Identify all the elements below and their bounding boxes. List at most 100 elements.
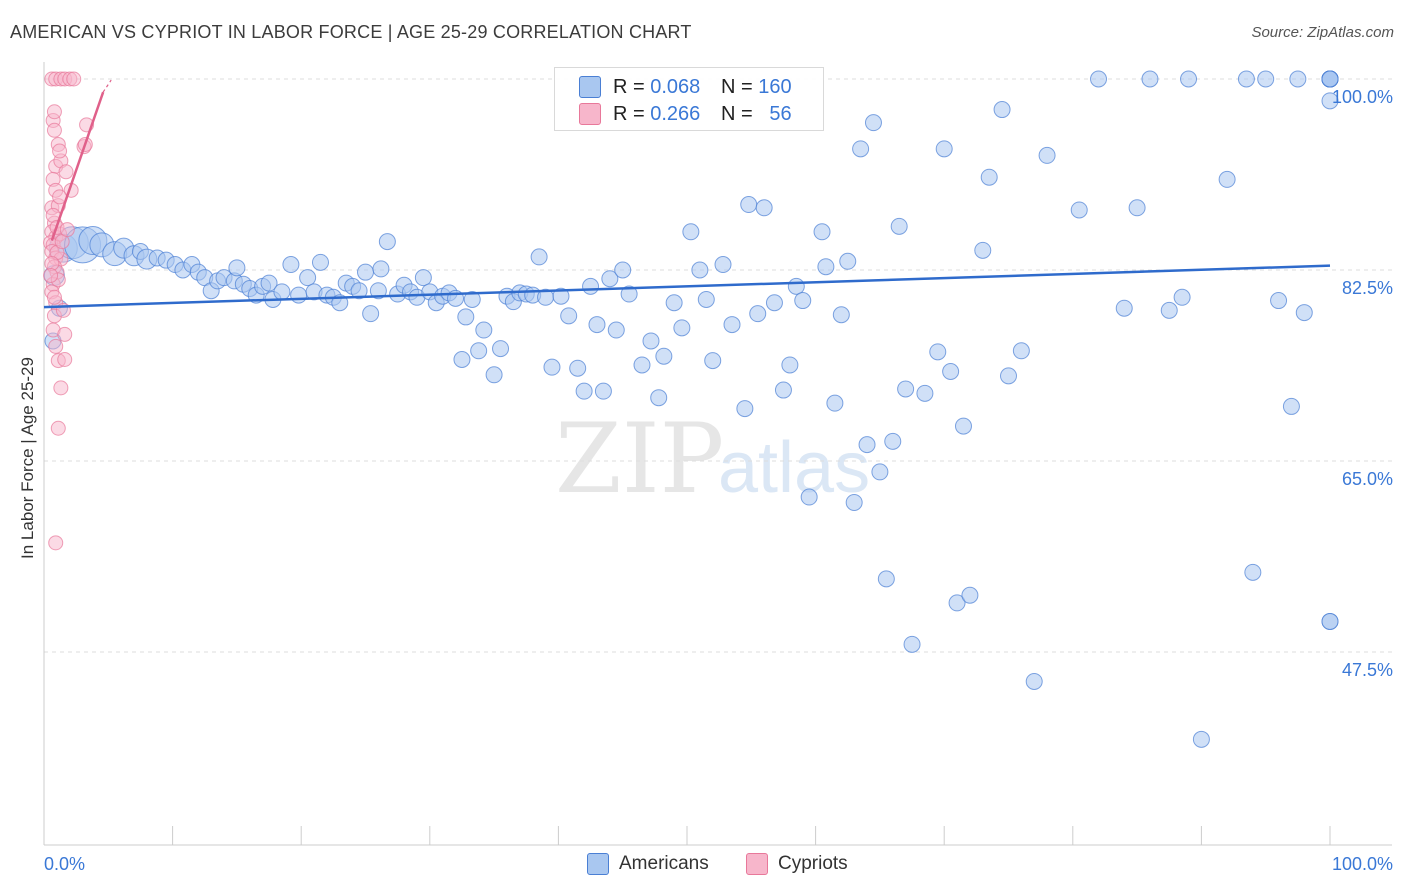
n-label: N = [721,75,753,98]
cypriots-n-value: 56 [769,102,792,125]
cypriot-point [48,535,64,551]
americans-swatch [587,853,609,875]
american-point [852,140,870,158]
chart-title: AMERICAN VS CYPRIOT IN LABOR FORCE | AGE… [10,22,692,42]
american-point [993,101,1011,119]
american-point [826,394,844,412]
american-point [311,253,329,271]
american-point [1115,299,1133,317]
american-point [954,417,972,435]
legend-cypriots-label: Cypriots [778,853,848,874]
american-point [1128,199,1146,217]
cypriot-point [59,222,75,238]
r-label: R = [613,75,645,98]
american-point [673,319,691,337]
american-point [864,114,882,132]
american-point [1038,146,1056,164]
american-point [290,286,308,304]
american-point [470,342,488,360]
axes [43,62,1392,846]
american-point [588,316,606,334]
x-tick-label-left: 0.0% [44,854,85,874]
cypriots-trend-extension [102,79,112,93]
american-point [1070,201,1088,219]
cypriot-point [48,338,64,354]
american-point [475,321,493,339]
american-point [817,258,835,276]
american-point [1173,288,1191,306]
y-tick-labels: 100.0% 82.5% 65.0% 47.5% [1332,87,1393,680]
american-point [877,570,895,588]
american-point [890,217,908,235]
american-point [1321,612,1339,630]
american-point [463,290,481,308]
american-point [980,168,998,186]
legend-row-americans: R = 0.068 N = 160 [579,75,792,99]
american-point [858,436,876,454]
n-label: N = [721,102,753,125]
americans-n-value: 160 [758,75,792,98]
american-point [530,248,548,266]
r-label: R = [613,102,645,125]
cypriot-point [57,326,73,342]
cypriots-swatch [579,103,601,125]
watermark-zip: ZIP [555,403,724,515]
american-point [273,283,291,301]
american-point [1192,730,1210,748]
stats-legend: R = 0.068 N = 160 R = 0.266 N = 56 [554,67,824,131]
american-point [299,269,317,287]
american-point [607,321,625,339]
american-point [974,241,992,259]
american-point [1180,70,1198,88]
american-point [1012,342,1030,360]
cypriot-point [58,164,74,180]
y-tick-label: 100.0% [1332,87,1393,107]
american-point [942,363,960,381]
american-point [1295,304,1313,322]
american-point [1000,367,1017,385]
american-point [697,290,715,308]
american-point [1282,397,1300,415]
cypriot-point [53,380,69,396]
american-point [682,223,700,241]
american-point [929,343,947,361]
american-point [714,256,732,274]
american-point [457,308,475,326]
american-point [1090,70,1108,88]
american-point [884,432,902,450]
american-point [935,140,953,158]
legend-row-cypriots: R = 0.266 N = 56 [579,102,792,126]
american-point [665,294,683,312]
american-point [543,358,561,376]
american-point [372,260,390,278]
american-point [787,277,805,295]
american-point [601,270,619,288]
cypriots-points [43,71,95,551]
legend-americans: Americans [587,852,709,876]
americans-r-value: 0.068 [650,75,701,98]
american-point [282,256,300,274]
american-point [903,635,921,653]
american-point [362,305,380,323]
cypriots-swatch [746,853,768,875]
x-tick-label-right: 100.0% [1332,854,1393,874]
american-point [620,285,638,303]
americans-trend-line [43,264,1331,309]
cypriot-point [46,122,62,138]
american-point [228,259,246,277]
american-point [260,274,278,292]
cypriot-point [57,351,73,367]
cypriot-point [46,104,62,120]
american-point [1141,70,1159,88]
cypriot-point [50,420,66,436]
american-point [582,277,600,295]
american-point [575,382,593,400]
american-point [755,199,773,217]
american-point [357,263,374,281]
cypriot-point [46,289,62,305]
american-point [414,269,432,287]
y-tick-label: 47.5% [1342,660,1393,680]
watermark-atlas: atlas [718,428,870,508]
american-point [794,292,812,310]
